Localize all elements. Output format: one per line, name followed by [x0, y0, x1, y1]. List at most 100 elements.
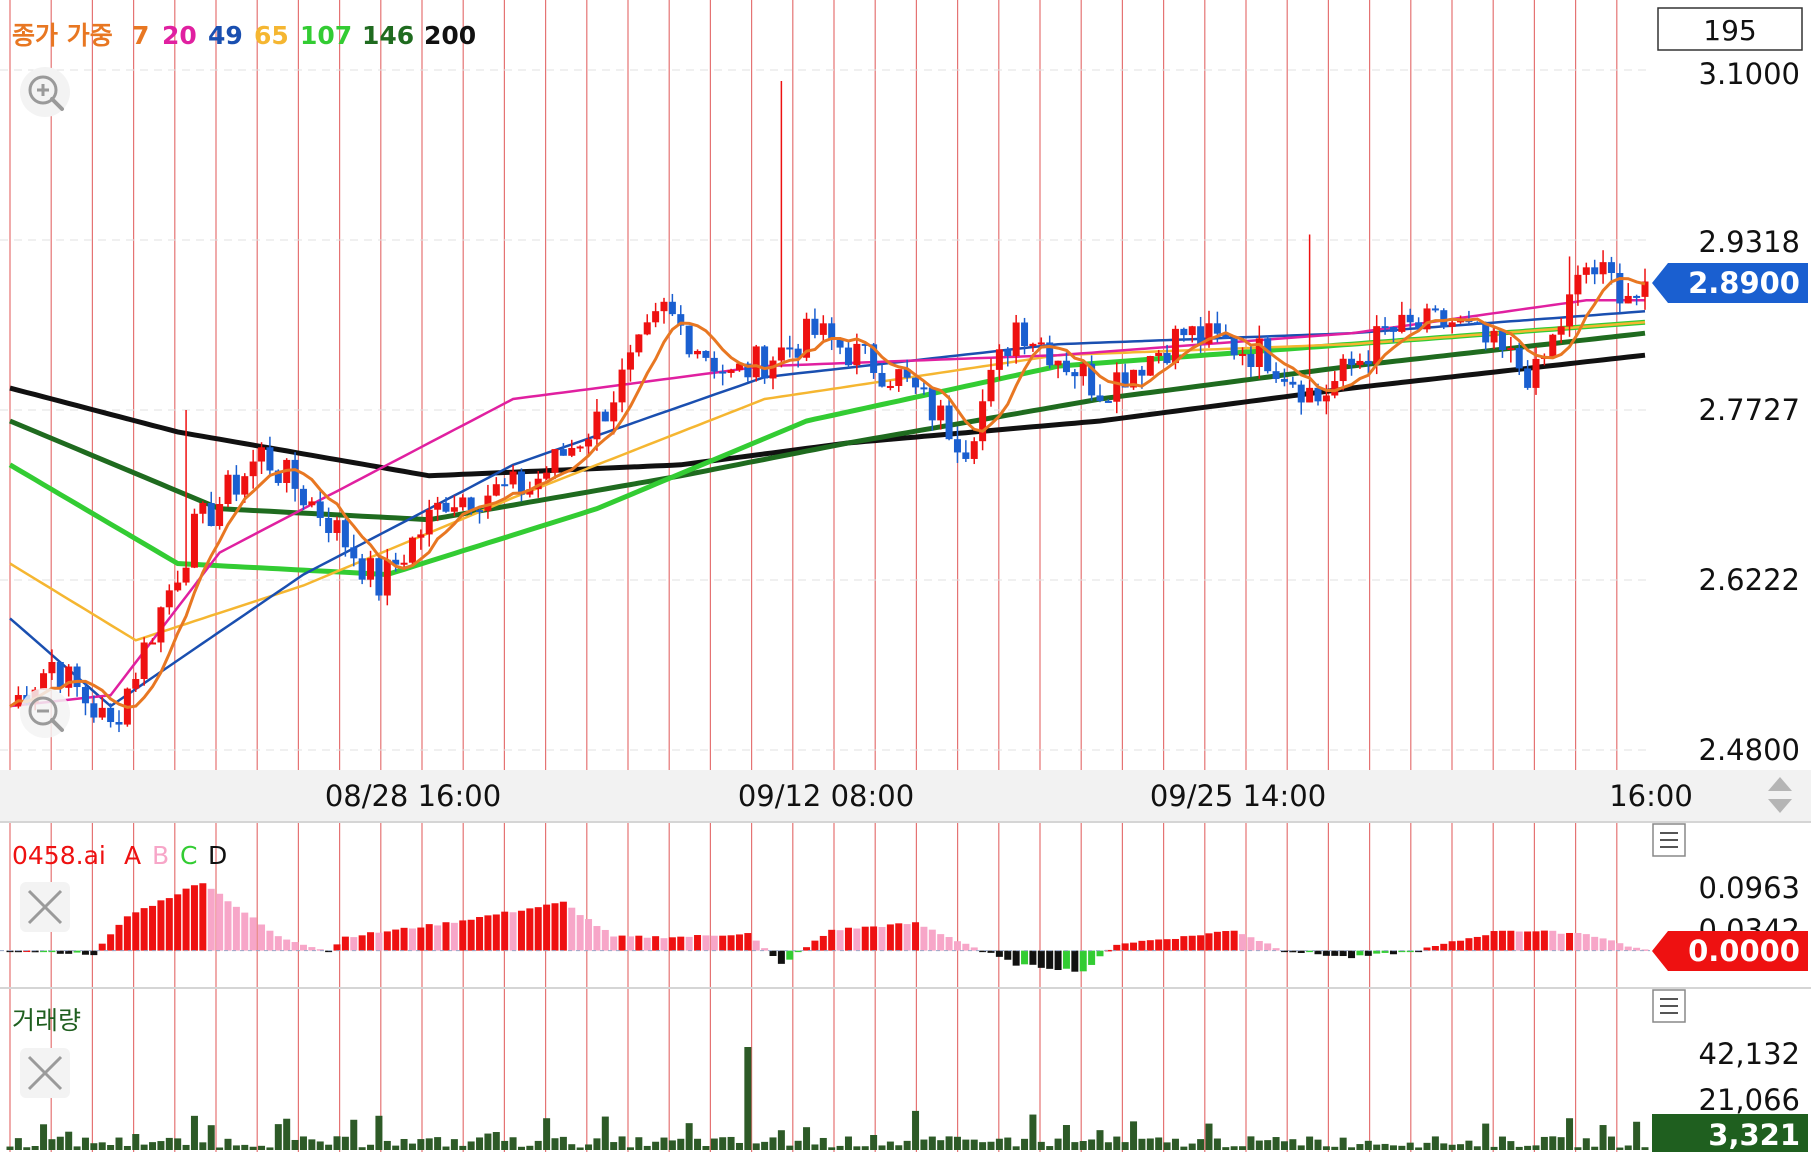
oscillator-bar — [1197, 935, 1205, 951]
volume-bar — [819, 1137, 827, 1150]
volume-bar — [459, 1145, 467, 1150]
candle-body — [325, 517, 333, 533]
oscillator-bar — [425, 924, 433, 951]
oscillator-bar — [1121, 943, 1129, 951]
candle-body — [190, 513, 198, 568]
oscillator-bar — [1163, 939, 1171, 951]
oscillator-bar — [844, 927, 852, 951]
candle-body — [526, 489, 534, 495]
oscillator-bar — [459, 920, 467, 951]
ma-146-line — [9, 330, 1646, 523]
candle-body — [937, 405, 945, 421]
zoom-out-icon[interactable] — [20, 688, 70, 738]
candle-body — [652, 311, 660, 323]
volume-bar — [81, 1137, 89, 1150]
candle-body — [207, 503, 215, 527]
volume-panel-name: 거래량 — [12, 1006, 81, 1035]
oscillator-bar — [660, 938, 668, 951]
volume-bar — [1574, 1147, 1582, 1150]
oscillator-bar — [601, 929, 609, 951]
oscillator-bar — [861, 926, 869, 951]
volume-bar — [1088, 1139, 1096, 1150]
legend-period-107: 107 — [300, 21, 352, 50]
volume-bar — [476, 1137, 484, 1150]
oscillator-bar — [1213, 931, 1221, 951]
volume-bar — [744, 1047, 752, 1150]
oscillator-bar — [945, 937, 953, 951]
time-label: 16:00 — [1609, 779, 1693, 813]
close-icon[interactable] — [20, 1048, 70, 1098]
volume-bar — [1205, 1123, 1213, 1150]
volume-current-value: 3,321 — [1708, 1118, 1800, 1152]
oscillator-bar — [1071, 950, 1079, 972]
oscillator-bar — [48, 950, 56, 953]
price-tick: 2.6222 — [1699, 563, 1800, 597]
candle-body — [719, 371, 727, 374]
volume-bar — [341, 1136, 349, 1150]
volume-bar — [1138, 1138, 1146, 1150]
oscillator-bar — [258, 924, 266, 951]
zoom-in-icon[interactable] — [20, 67, 70, 117]
oscillator-bar — [450, 922, 458, 951]
candle-body — [1348, 358, 1356, 366]
price-tick: 3.1000 — [1699, 57, 1800, 91]
oscillator-bar — [752, 940, 760, 951]
candle-body — [610, 402, 618, 422]
volume-bar — [970, 1139, 978, 1150]
candle-body — [1356, 360, 1364, 366]
indicator-series-C: C — [180, 841, 197, 870]
volume-bar — [450, 1139, 458, 1150]
hamburger-menu-icon[interactable] — [1652, 989, 1686, 1023]
volume-bar — [408, 1143, 416, 1150]
volume-current-tag: 3,321 — [1652, 1114, 1808, 1152]
candle-body — [1213, 323, 1221, 334]
candle-body — [677, 314, 685, 326]
close-icon[interactable] — [20, 882, 70, 932]
candle-body — [73, 666, 81, 688]
oscillator-bar — [987, 950, 995, 953]
volume-bar — [442, 1146, 450, 1150]
oscillator-bar — [1205, 933, 1213, 951]
volume-bar — [1130, 1121, 1138, 1150]
oscillator-bar — [1180, 936, 1188, 951]
candle-body — [912, 377, 920, 388]
volume-bar — [945, 1136, 953, 1150]
up-down-arrows-icon[interactable] — [1768, 777, 1792, 813]
candle-body — [1222, 333, 1230, 339]
candle-body — [970, 441, 978, 459]
volume-bar — [65, 1131, 73, 1150]
oscillator-bar — [1297, 950, 1305, 953]
hamburger-menu-icon[interactable] — [1652, 823, 1686, 857]
time-axis[interactable]: 08/28 16:00 09/12 08:00 09/25 14:00 16:0… — [325, 779, 1693, 813]
oscillator-bar — [1339, 950, 1347, 957]
oscillator-bar — [1113, 944, 1121, 951]
candle-body — [1364, 360, 1372, 365]
indicator-name: 0458.ai — [12, 841, 106, 870]
candle-body — [1146, 356, 1154, 376]
indicator-series-D: D — [208, 841, 227, 870]
volume-bar — [107, 1144, 115, 1150]
time-label: 09/25 14:00 — [1150, 779, 1326, 813]
volume-tick: 21,066 — [1699, 1083, 1800, 1117]
oscillator-bar — [1599, 938, 1607, 951]
volume-bar — [1389, 1145, 1397, 1150]
oscillator-bar — [895, 923, 903, 951]
oscillator-bar — [828, 929, 836, 951]
oscillator-bar — [1641, 949, 1649, 951]
volume-bar — [350, 1119, 358, 1150]
volume-bar — [98, 1142, 106, 1150]
oscillator-bar — [107, 934, 115, 951]
candle-body — [442, 502, 450, 512]
oscillator-bar — [1356, 950, 1364, 956]
candle-body — [903, 369, 911, 378]
volume-bar — [1415, 1147, 1423, 1150]
volume-bar — [232, 1145, 240, 1150]
price-axis[interactable]: 3.1000 2.9318 2.7727 2.6222 2.4800 — [1699, 57, 1800, 767]
volume-bar — [710, 1138, 718, 1150]
volume-bar — [417, 1139, 425, 1150]
volume-bar — [1607, 1136, 1615, 1150]
volume-bar — [1247, 1136, 1255, 1150]
oscillator-bar — [392, 929, 400, 951]
